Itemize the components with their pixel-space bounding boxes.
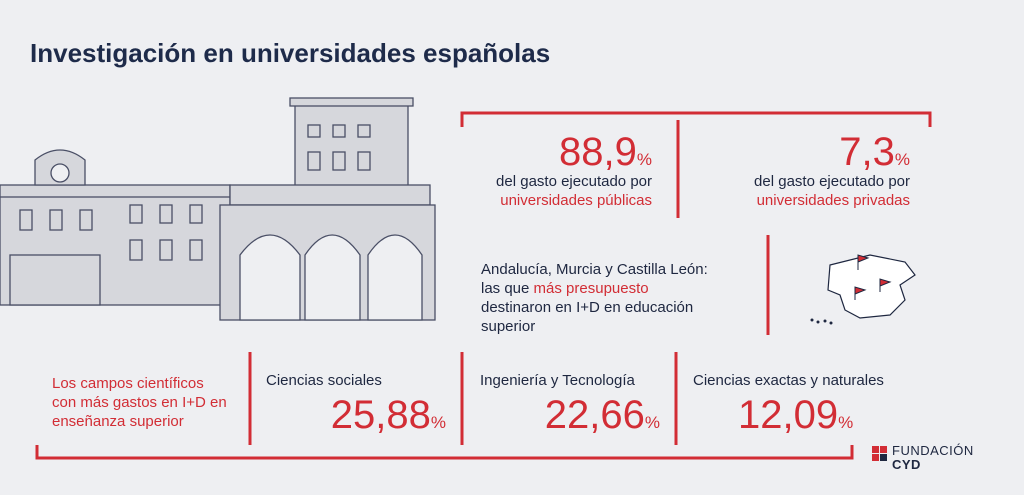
logo-line: CYD [892, 457, 921, 472]
stat-unit: % [636, 150, 652, 169]
frame-lines [35, 111, 932, 460]
field-value: 25,88 [330, 393, 431, 437]
logo-line: FUNDACIÓN [892, 443, 974, 458]
spain-map [810, 254, 916, 325]
text: destinaron en I+D en educación superior [481, 299, 694, 335]
stat-label: del gasto ejecutado por [496, 173, 652, 190]
stat: 7,3% del gasto ejecutado por universidad… [754, 132, 910, 210]
field-name: Ciencias exactas y naturales [693, 372, 884, 389]
stat-value: 7,3 [839, 130, 895, 174]
building-illustration [0, 97, 436, 321]
field-name: Ciencias sociales [266, 372, 382, 389]
stat-highlight: universidades públicas [500, 192, 652, 209]
stat-label: del gasto ejecutado por [754, 173, 910, 190]
field-unit: % [430, 413, 446, 432]
field: Ciencias sociales 25,88% [266, 372, 446, 435]
stat-unit: % [894, 150, 910, 169]
logo: FUNDACIÓN CYD [892, 444, 974, 472]
logo-mark [872, 446, 887, 461]
title: Investigación en universidades españolas [30, 38, 551, 68]
stat-highlight: universidades privadas [756, 192, 910, 209]
field-name: Ingeniería y Tecnología [480, 372, 635, 389]
field: Ingeniería y Tecnología 22,66% [480, 372, 660, 435]
field-value: 12,09 [738, 393, 839, 437]
stat-value: 88,9 [559, 130, 637, 174]
regions-text: Andalucía, Murcia y Castilla León: las q… [481, 260, 721, 336]
text: Andalucía, Murcia y Castilla León: las q… [481, 261, 708, 297]
fields-intro: Los campos científicos con más gastos en… [52, 375, 227, 430]
stat: 88,9% del gasto ejecutado por universida… [496, 132, 652, 210]
highlight: más presupuesto [533, 280, 649, 297]
field-value: 22,66 [544, 393, 645, 437]
field-unit: % [838, 413, 854, 432]
field-unit: % [644, 413, 660, 432]
field: Ciencias exactas y naturales 12,09% [693, 372, 893, 435]
